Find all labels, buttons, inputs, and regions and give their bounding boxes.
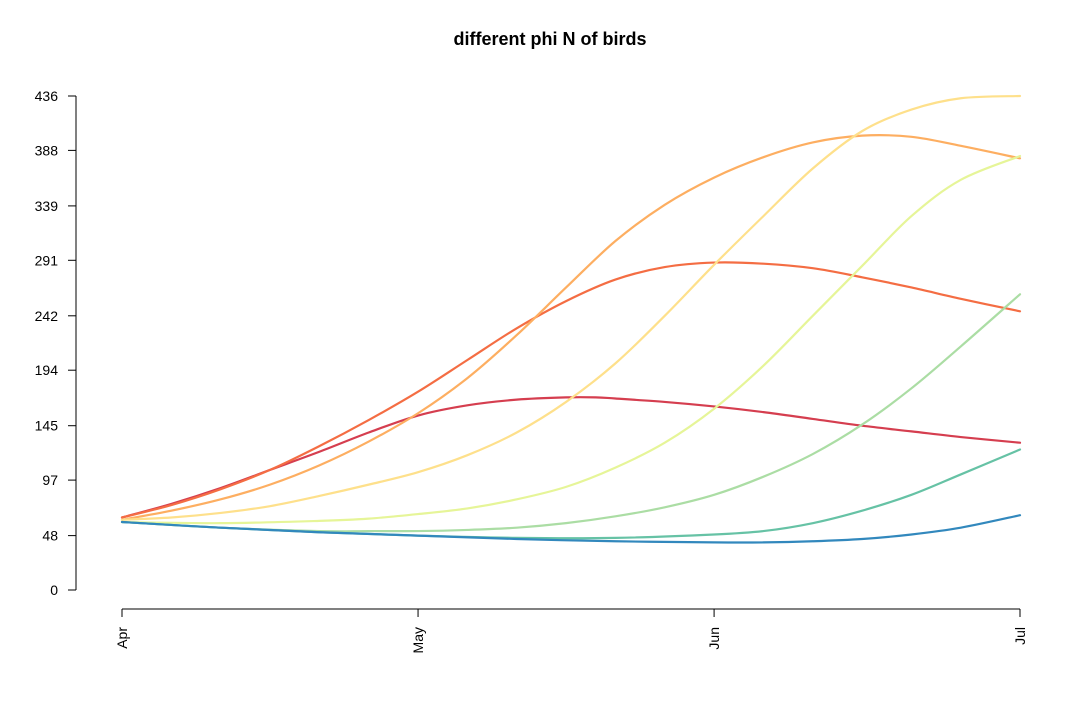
y-axis-ticks: 0 48 97 145 194 242 291 339 388 436 xyxy=(35,88,76,598)
y-tick-label: 388 xyxy=(35,142,59,158)
y-tick-label: 48 xyxy=(42,528,58,544)
x-tick-label: May xyxy=(410,627,426,653)
y-tick-label: 242 xyxy=(35,308,59,324)
y-tick-label: 339 xyxy=(35,198,59,214)
series-line-6 xyxy=(120,293,1022,533)
series-line-5 xyxy=(120,154,1022,525)
y-tick-label: 0 xyxy=(50,582,58,598)
series-line-3 xyxy=(120,134,1022,521)
y-tick-label: 291 xyxy=(35,252,59,268)
x-tick-label: Jul xyxy=(1012,627,1028,645)
x-axis-ticks: Apr May Jun Jul xyxy=(114,609,1028,653)
y-tick-label: 145 xyxy=(35,418,59,434)
x-tick-label: Apr xyxy=(114,627,130,649)
series-lines xyxy=(120,94,1022,544)
chart-title: different phi N of birds xyxy=(454,29,647,49)
x-tick-label: Jun xyxy=(706,627,722,650)
series-line-7 xyxy=(120,448,1022,540)
y-tick-label: 436 xyxy=(35,88,59,104)
series-line-4 xyxy=(120,94,1022,521)
y-tick-label: 194 xyxy=(35,362,59,378)
series-line-8 xyxy=(120,514,1022,544)
y-tick-label: 97 xyxy=(42,472,58,488)
series-line-2 xyxy=(120,261,1022,519)
series-line-1 xyxy=(120,396,1022,519)
